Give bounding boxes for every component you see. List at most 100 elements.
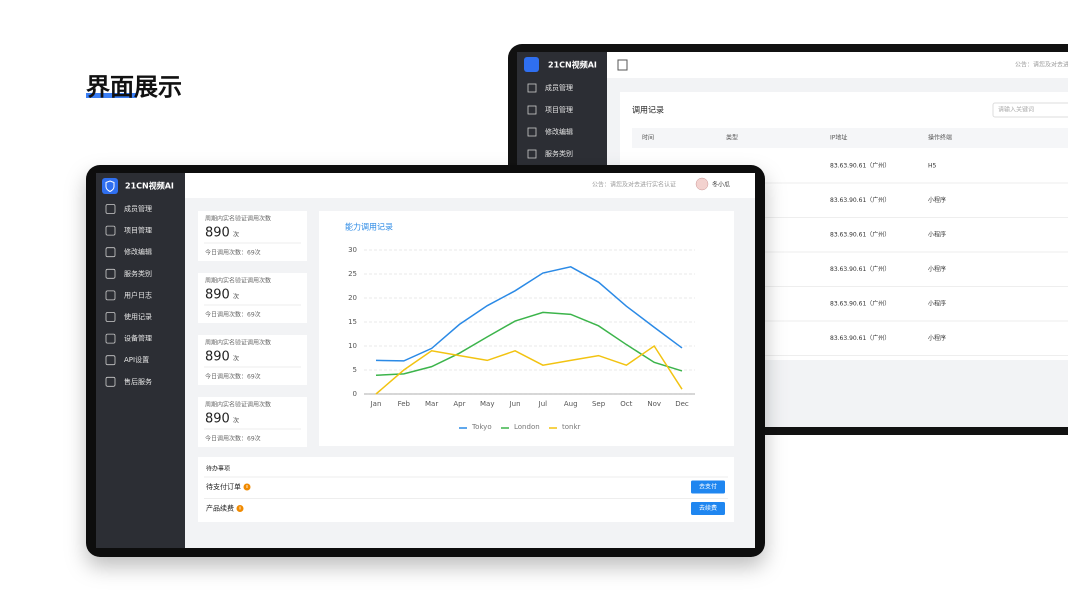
menu-item[interactable]: 修改编辑 [545,127,573,136]
menu-item[interactable]: 成员管理 [545,83,573,92]
stat-card [198,397,307,447]
stat-label: 周期内实名验证调用次数 [205,401,271,409]
todo-button[interactable] [691,480,725,494]
search-box[interactable] [992,102,1068,118]
avatar[interactable] [695,177,709,191]
todo-button[interactable] [691,502,725,515]
legend-label[interactable]: Tokyo [471,423,492,431]
menu-icon [527,149,537,159]
ip-cell: 83.63.90.61（广州） [830,334,890,342]
stat-label: 周期内实名验证调用次数 [205,339,271,347]
series-line [375,344,683,395]
menu-icon [105,268,116,279]
menu-item[interactable]: 服务类别 [545,149,573,158]
stat-unit: 次 [233,293,239,301]
x-tick-label: Mar [425,400,438,408]
menu-item[interactable]: API设置 [124,355,149,364]
menu-item[interactable]: 服务类别 [124,269,152,278]
menu-icon [105,355,116,366]
user-name[interactable]: 冬小瓜 [712,181,730,189]
front-notice: 公告：请您及对去进行实名认证 [592,181,676,189]
y-tick-label: 10 [348,342,357,350]
stat-unit: 次 [233,231,239,239]
table-header-cell: 操作终端 [928,134,952,142]
stat-unit: 次 [233,417,239,425]
menu-item[interactable]: 项目管理 [124,226,152,235]
stat-value: 890 [205,412,230,427]
menu-icon [105,204,116,214]
menu-item[interactable]: 成员管理 [124,204,152,213]
x-tick-label: Dec [675,400,689,408]
menu-icon [105,333,116,344]
ip-cell: 83.63.90.61（广州） [830,300,890,308]
todo-label: 待支付订单 [206,482,241,491]
legend-label[interactable]: tonkr [562,423,581,431]
chart-card [319,211,734,446]
stat-value: 890 [205,226,230,241]
menu-icon [105,225,116,236]
series-line [375,266,683,362]
menu-item[interactable]: 项目管理 [545,105,573,114]
terminal-cell: H5 [928,163,937,170]
table-header [632,128,1068,148]
menu-icon [527,127,537,137]
menu-item[interactable]: 使用记录 [124,312,152,321]
menu-icon [105,290,116,301]
menu-item[interactable]: 用户日志 [124,290,152,299]
x-tick-label: Sep [592,400,606,408]
heading-underline [86,93,136,98]
series-line [375,311,683,377]
heading: 界面展示 [86,73,182,101]
stat-today: 今日调用次数：69次 [205,435,261,443]
menu-item[interactable]: 售后服务 [124,377,152,386]
todo-title: 待办事项 [206,465,230,473]
stat-card [198,273,307,323]
menu-item[interactable]: 设备管理 [124,334,152,343]
chart-title: 能力调用记录 [345,222,393,232]
x-tick-label: Feb [398,400,411,408]
terminal-cell: 小程序 [928,334,946,342]
stat-today: 今日调用次数：69次 [205,373,261,381]
ip-cell: 83.63.90.61（广州） [830,231,890,239]
back-brand: 21CN视频AI [548,60,597,70]
back-notice: 公告：请您及对去进 [1015,61,1068,69]
legend-label[interactable]: London [514,423,540,431]
table-header-cell: 时间 [642,134,654,142]
stat-label: 周期内实名验证调用次数 [205,277,271,285]
x-tick-label: Aug [564,400,578,408]
terminal-cell: 小程序 [928,231,946,239]
stat-value: 890 [205,288,230,303]
terminal-cell: 小程序 [928,300,946,308]
menu-icon [105,376,116,387]
search-placeholder: 请输入关键词 [998,106,1034,114]
stat-unit: 次 [233,355,239,363]
x-tick-label: Jun [509,400,521,408]
y-tick-label: 5 [353,366,357,374]
back-title: 调用记录 [632,106,664,115]
todo-button-label[interactable]: 去支付 [699,483,717,491]
menu-icon [105,247,116,258]
front-screen: 21CN视频AI 公告：请您及对去进行实名认证 冬小瓜 能力调用记录 待办事项 … [96,173,755,548]
stat-label: 周期内实名验证调用次数 [205,215,271,223]
ip-cell: 83.63.90.61（广州） [830,162,890,170]
stat-card [198,211,307,261]
stat-today: 今日调用次数：69次 [205,311,261,319]
menu-item[interactable]: 修改编辑 [124,247,152,256]
back-menu-icon[interactable] [617,59,628,71]
todo-label: 产品续费 [206,504,234,513]
stat-value: 890 [205,350,230,365]
x-tick-label: Nov [647,400,661,408]
logo-shield [105,180,115,193]
front-topbar [185,173,755,198]
x-tick-label: Oct [620,400,632,408]
back-topbar [607,52,1068,78]
table-header-cell: IP地址 [830,134,847,142]
y-tick-label: 25 [348,270,357,278]
menu-icon [527,83,537,93]
x-tick-label: May [480,400,494,408]
stat-today: 今日调用次数：69次 [205,249,261,257]
todo-card [198,457,734,522]
back-logo [524,57,539,72]
todo-button-label[interactable]: 去续费 [699,504,717,512]
